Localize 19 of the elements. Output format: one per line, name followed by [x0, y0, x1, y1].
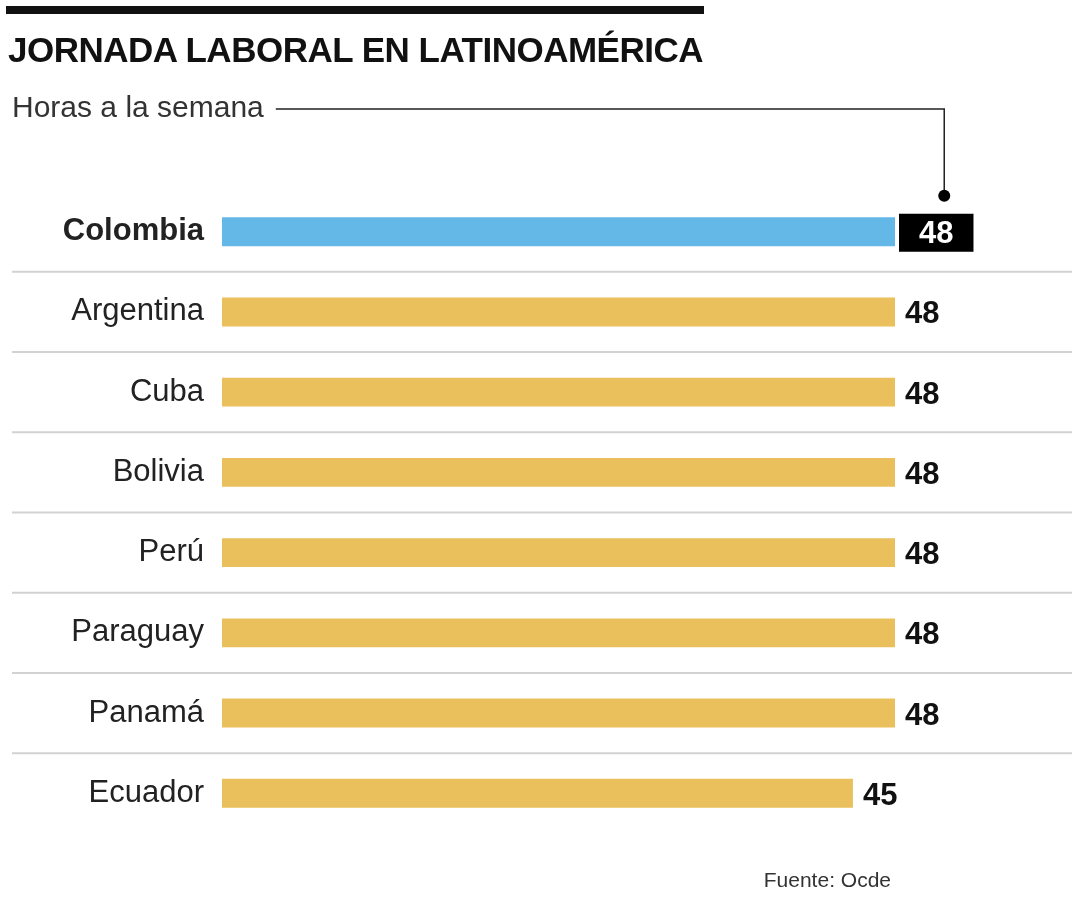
- data-label: 48: [905, 455, 940, 491]
- data-label: 48: [905, 536, 940, 572]
- data-label: 48: [905, 295, 940, 331]
- y-tick-label: Argentina: [71, 292, 205, 328]
- data-label: 48: [919, 215, 954, 251]
- data-label: 48: [905, 616, 940, 652]
- data-label: 45: [862, 776, 898, 812]
- y-tick-label: Colombia: [62, 212, 205, 248]
- y-tick-label: Paraguay: [71, 613, 205, 649]
- y-tick-label: Panamá: [88, 693, 205, 729]
- y-tick-label: Perú: [138, 533, 204, 569]
- y-tick-label: Cuba: [129, 372, 205, 408]
- source-note: Fuente: Ocde: [763, 868, 891, 892]
- data-label: 48: [905, 375, 940, 411]
- chart-title: JORNADA LABORAL EN LATINOAMÉRICA: [8, 30, 704, 70]
- y-tick-label: Bolivia: [112, 452, 205, 488]
- data-label: 48: [905, 696, 940, 732]
- chart-subtitle: Horas a la semana: [12, 90, 264, 124]
- y-tick-label: Ecuador: [88, 773, 204, 809]
